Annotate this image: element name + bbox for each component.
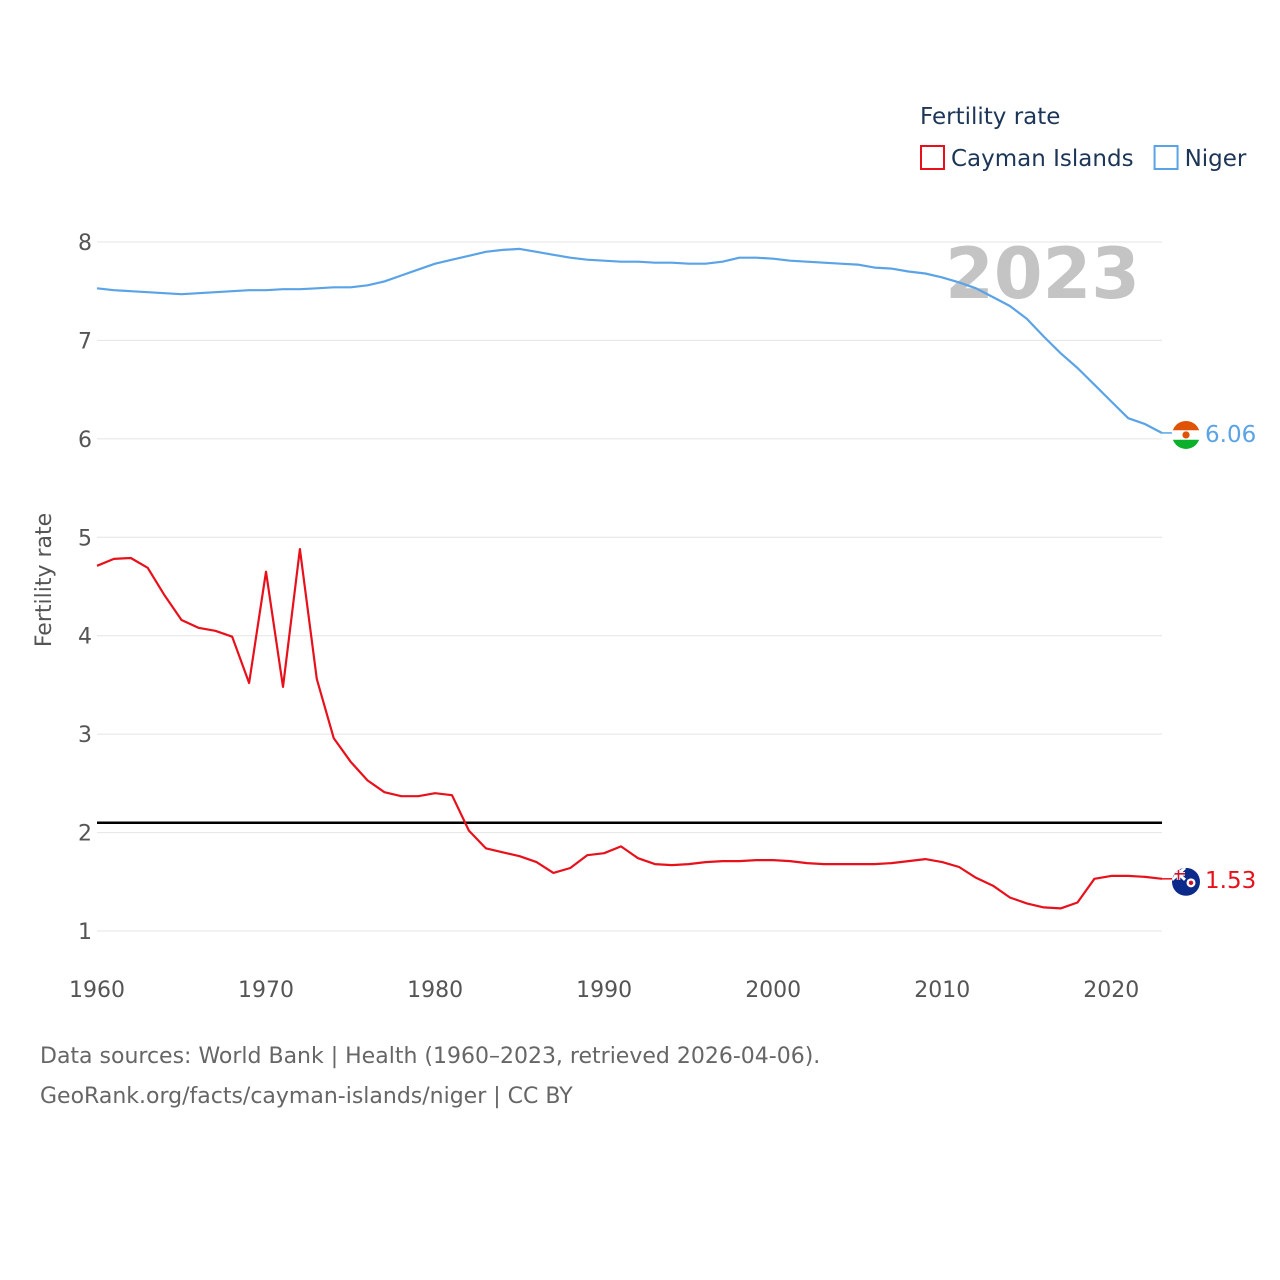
series-lines	[96, 247, 1163, 910]
legend-swatch	[1153, 145, 1179, 170]
legend-label: Cayman Islands	[951, 146, 1134, 172]
x-tick-label: 1980	[407, 978, 463, 1003]
legend-swatch	[920, 145, 945, 170]
gridlines	[97, 241, 1162, 932]
legend-title: Fertility rate	[920, 104, 1060, 130]
y-axis-label: Fertility rate	[32, 513, 57, 647]
x-tick-label: 1960	[69, 978, 125, 1003]
legend-item-niger[interactable]: Niger	[1153, 145, 1247, 172]
y-tick-label: 7	[78, 329, 92, 354]
series-line-niger[interactable]	[96, 247, 1163, 434]
source-line-1: Data sources: World Bank | Health (1960–…	[40, 1044, 821, 1069]
end-value-label-cayman-islands: 1.53	[1205, 868, 1256, 894]
legend-items[interactable]: Cayman Islands Niger	[920, 145, 1247, 172]
legend-label: Niger	[1185, 146, 1247, 172]
cayman-islands-flag-icon	[1172, 867, 1200, 896]
series-end-markers: 1.53 6.06	[1162, 420, 1256, 896]
y-tick-label: 4	[78, 625, 92, 650]
legend[interactable]: Fertility rate Cayman Islands Niger	[920, 104, 1247, 172]
x-tick-label: 2020	[1083, 978, 1139, 1003]
x-axis-ticks: 1960 1970 1980 1990 2000 2010 2020	[69, 978, 1139, 1003]
x-tick-label: 1970	[238, 978, 294, 1003]
end-value-label-niger: 6.06	[1205, 422, 1256, 448]
y-tick-label: 8	[78, 231, 92, 256]
x-tick-label: 1990	[576, 978, 632, 1003]
y-tick-label: 3	[78, 723, 92, 748]
y-tick-label: 6	[78, 428, 92, 453]
year-watermark: 2023	[945, 233, 1140, 315]
y-axis-ticks: 1 2 3 4 5 6 7 8	[78, 231, 92, 945]
y-tick-label: 5	[78, 526, 92, 551]
legend-item-cayman-islands[interactable]: Cayman Islands	[920, 145, 1134, 172]
x-tick-label: 2000	[745, 978, 801, 1003]
niger-flag-icon	[1172, 420, 1200, 449]
y-tick-label: 1	[78, 920, 92, 945]
y-tick-label: 2	[78, 822, 92, 847]
x-tick-label: 2010	[914, 978, 970, 1003]
source-line-2: GeoRank.org/facts/cayman-islands/niger |…	[40, 1084, 573, 1109]
series-line-cayman-islands[interactable]	[96, 547, 1163, 910]
